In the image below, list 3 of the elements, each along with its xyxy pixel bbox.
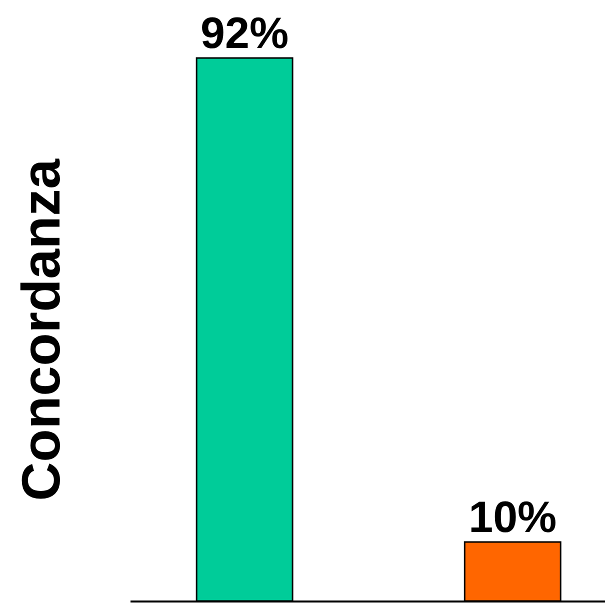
y-axis-title: Concordanza (12, 158, 72, 502)
data-label: 92% (200, 9, 289, 58)
data-label: 10% (468, 492, 557, 542)
